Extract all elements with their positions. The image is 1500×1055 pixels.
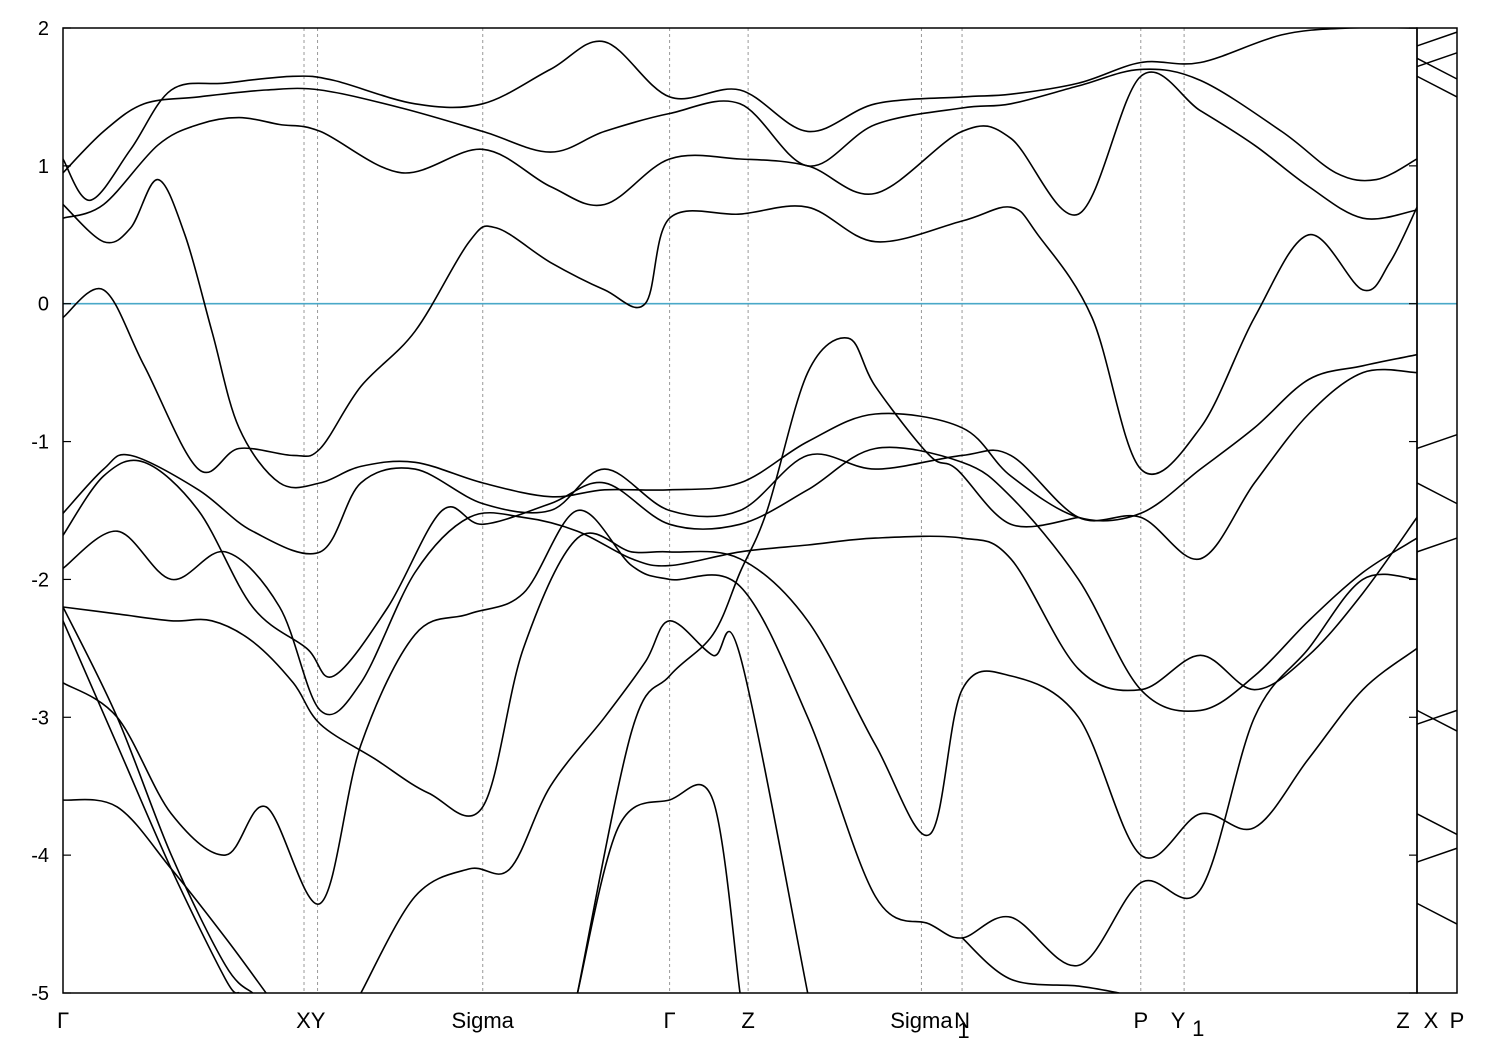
band-line-13: [63, 606, 254, 993]
side-band-line: [1416, 482, 1458, 505]
band-line-14: [360, 620, 809, 993]
kpoint-label: P: [1450, 1008, 1465, 1033]
grid-layer: [63, 28, 1457, 993]
band-line-9: [63, 532, 1417, 859]
band-line-15: [576, 783, 741, 993]
kpoint-label: Sigma: [452, 1008, 515, 1033]
kpoint-label: P: [1133, 1008, 1148, 1033]
side-band-line: [1416, 52, 1458, 68]
band-line-5: [63, 205, 1417, 476]
kpoint-label: 1: [957, 1018, 969, 1043]
kpoint-label: Z: [741, 1008, 754, 1033]
kpoint-label: N: [954, 1008, 970, 1033]
y-tick-label: 0: [38, 294, 49, 316]
y-tick-label: 2: [38, 18, 49, 40]
band-line-12: [63, 620, 240, 993]
kpoint-label: Γ: [57, 1008, 69, 1033]
band-line-10: [63, 509, 1417, 967]
y-tick-label: -4: [31, 845, 49, 867]
side-band-line: [1416, 709, 1458, 725]
side-band-line: [1416, 813, 1458, 836]
y-tick-label: 1: [38, 156, 49, 178]
kpoint-label: Z: [1396, 1008, 1409, 1033]
side-band-line: [1416, 709, 1458, 732]
band-line-16: [576, 337, 1079, 993]
side-band-line: [1416, 75, 1458, 98]
band-line-3: [63, 71, 1417, 220]
band-layer: [63, 28, 1417, 993]
kpoint-label: XY: [296, 1008, 326, 1033]
kpoint-label: 1: [1192, 1016, 1204, 1041]
side-band-line: [1416, 537, 1458, 553]
side-band-line: [1416, 433, 1458, 450]
kpoint-label: Y: [1171, 1008, 1186, 1033]
side-band-line: [1416, 31, 1458, 47]
axis-layer: 210-1-2-3-4-5Γ XY Sigma Γ Z Sigma 1N P Y 1 Z X P: [31, 18, 1464, 1043]
side-panel-frame: [1416, 27, 1458, 994]
kpoint-label: Γ: [664, 1008, 676, 1033]
band-line-4: [63, 178, 1417, 522]
band-line-2: [63, 68, 1417, 182]
band-line-1: [63, 28, 1417, 202]
y-tick-label: -1: [31, 432, 49, 454]
band-line-7: [63, 446, 1417, 713]
band-line-11: [63, 798, 267, 993]
y-tick-label: -2: [31, 569, 49, 591]
side-band-line: [1416, 57, 1458, 80]
kpoint-label: X: [1424, 1008, 1439, 1033]
band-line-6: [63, 368, 1417, 561]
side-band-line: [1416, 902, 1458, 925]
kpoint-label: Sigma: [890, 1008, 953, 1033]
band-line-17: [961, 937, 1120, 993]
side-panel: [1416, 31, 1458, 925]
y-tick-label: -5: [31, 983, 49, 1005]
y-tick-label: -3: [31, 707, 49, 729]
band-line-8: [63, 511, 1417, 716]
side-band-line: [1416, 847, 1458, 863]
